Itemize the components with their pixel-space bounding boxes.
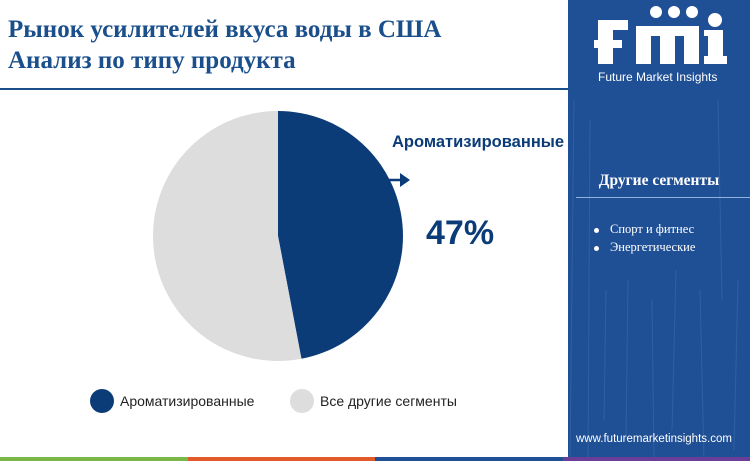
legend-swatch-other xyxy=(290,389,314,413)
bottom-bar-segment xyxy=(562,457,750,461)
chart-title: Рынок усилителей вкуса воды в США Анализ… xyxy=(8,14,548,76)
sidebar-texture xyxy=(569,99,739,461)
bottom-bar-segment xyxy=(375,457,563,461)
segment-item: Энергетические xyxy=(568,240,750,258)
logo-tagline: Future Market Insights xyxy=(598,70,718,84)
arrow-right-icon xyxy=(386,173,410,187)
bottom-color-bar xyxy=(0,457,750,461)
segment-item: Спорт и фитнес xyxy=(568,222,750,240)
bottom-bar-segment xyxy=(0,457,188,461)
website-url[interactable]: www.futuremarketinsights.com xyxy=(576,433,732,445)
legend-item-other: Все другие сегменты xyxy=(290,387,457,415)
segment-list: Спорт и фитнес Энергетические xyxy=(568,222,750,258)
legend-label-other: Все другие сегменты xyxy=(320,393,457,409)
segments-title: Другие сегменты xyxy=(598,172,720,189)
bottom-bar-segment xyxy=(187,457,375,461)
title-line-2: Анализ по типу продукта xyxy=(8,47,296,74)
title-divider xyxy=(0,88,568,90)
pie-slice-flavored xyxy=(278,111,404,359)
title-line-1: Рынок усилителей вкуса воды в США xyxy=(8,16,442,43)
legend-label-flavored: Ароматизированные xyxy=(120,393,255,409)
sidebar: Future Market Insights Другие сегменты С… xyxy=(568,0,750,461)
legend-item-flavored: Ароматизированные xyxy=(90,387,254,415)
fmi-logo-mark xyxy=(594,6,727,64)
pie-slice-other xyxy=(153,110,302,361)
segments-divider xyxy=(576,197,750,198)
callout-label: Ароматизированные xyxy=(392,133,565,151)
legend-swatch-flavored xyxy=(90,389,114,413)
pie-chart xyxy=(153,110,404,361)
callout-percentage: 47% xyxy=(426,214,495,252)
fmi-logo: Future Market Insights xyxy=(568,0,750,92)
